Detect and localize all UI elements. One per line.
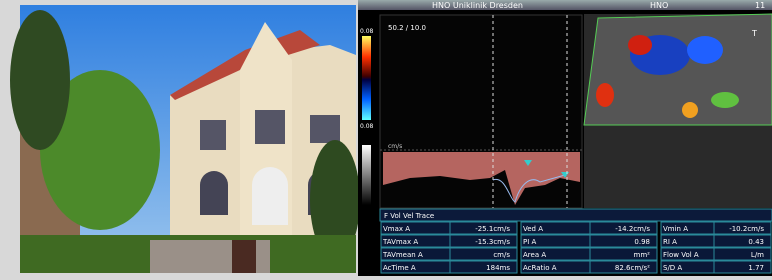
cell-value: -25.1cm/s: [475, 225, 510, 233]
cell-value: -10.2cm/s: [729, 225, 764, 233]
flow: [687, 36, 723, 64]
header-number: 11: [755, 1, 765, 10]
gray-bar: [362, 145, 371, 205]
cell-label: Vmax A: [383, 225, 410, 233]
velocity-unit: cm/s: [388, 143, 402, 150]
cell-label: Area A: [523, 251, 546, 259]
color-bar: [362, 36, 371, 120]
color-top: 0.08: [360, 28, 374, 35]
flow: [628, 35, 652, 55]
cell-value: 0.98: [634, 238, 650, 246]
cell-value: 0.43: [748, 238, 764, 246]
cell-label: AcRatio A: [523, 264, 557, 272]
cell-label: TAVmean A: [382, 251, 423, 259]
header-bar: [358, 0, 772, 10]
cell-value: cm/s: [493, 251, 510, 259]
cell-label: RI A: [663, 238, 677, 246]
flow: [596, 83, 614, 107]
flow: [711, 92, 739, 108]
measurement-table: F Vol Vel Trace Vmax A -25.1cm/s Ved A -14.…: [380, 209, 772, 273]
cell-value: L/m: [751, 251, 764, 259]
color-bottom: 0.08: [360, 123, 374, 130]
cell-label: Vmin A: [663, 225, 688, 233]
cell-label: PI A: [523, 238, 537, 246]
cell-label: S/D A: [663, 264, 682, 272]
cell-value: mm²: [634, 251, 651, 259]
cell-value: 82.6cm/s²: [615, 264, 650, 272]
cell-value: -14.2cm/s: [615, 225, 650, 233]
screenshot: HNO Uniklinik Dresden HNO 11 0.08 0.08 5…: [0, 0, 772, 276]
header-title: HNO Uniklinik Dresden: [432, 1, 523, 10]
cell-label: Flow Vol A: [663, 251, 699, 259]
cell-value: -15.3cm/s: [475, 238, 510, 246]
cell-value: 184ms: [486, 264, 510, 272]
photo: [10, 5, 360, 273]
scale-label: 50.2 / 10.0: [388, 24, 426, 32]
cell-label: TAVmax A: [382, 238, 418, 246]
cell-value: 1.77: [748, 264, 764, 272]
table-title: F Vol Vel Trace: [384, 212, 434, 220]
cell-label: Ved A: [523, 225, 543, 233]
flow: [682, 102, 698, 118]
marker-label: T: [751, 29, 757, 38]
header-dept: HNO: [650, 1, 668, 10]
cell-label: AcTime A: [383, 264, 416, 272]
